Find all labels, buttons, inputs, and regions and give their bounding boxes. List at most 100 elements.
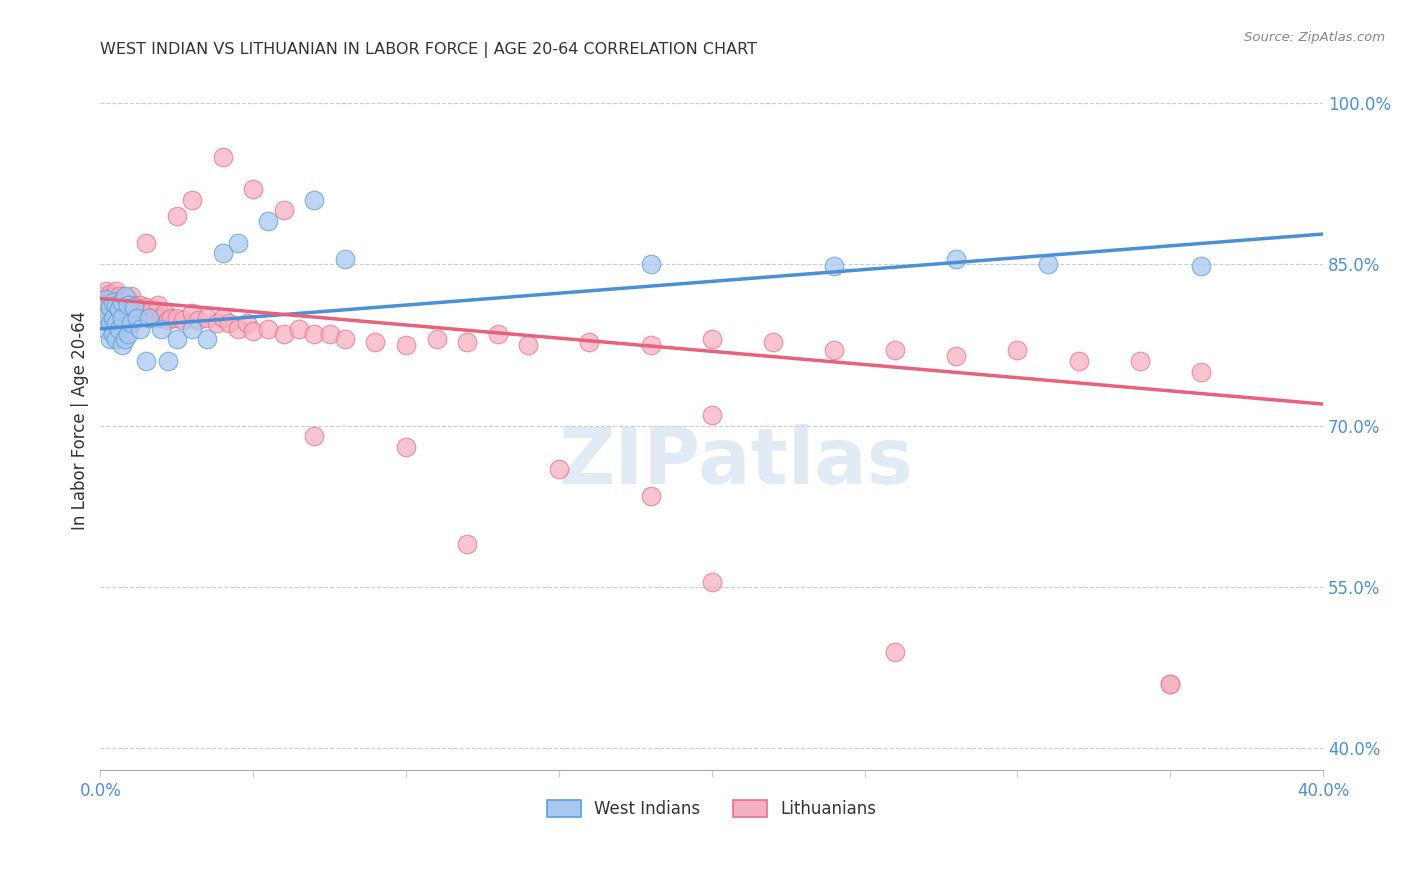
Point xyxy=(1129,354,1152,368)
Point xyxy=(823,343,845,358)
Point xyxy=(114,322,136,336)
Point xyxy=(156,354,179,368)
Point xyxy=(700,408,723,422)
Point xyxy=(120,300,142,314)
Point xyxy=(129,322,152,336)
Point xyxy=(211,310,233,325)
Point xyxy=(107,302,129,317)
Point xyxy=(104,333,127,347)
Point xyxy=(156,313,179,327)
Point xyxy=(138,310,160,325)
Point xyxy=(211,246,233,260)
Point xyxy=(107,322,129,336)
Point xyxy=(101,310,124,325)
Point xyxy=(148,298,170,312)
Point xyxy=(181,305,204,319)
Point xyxy=(257,322,280,336)
Point xyxy=(823,260,845,274)
Point xyxy=(138,305,160,319)
Point xyxy=(93,289,115,303)
Point xyxy=(181,322,204,336)
Point xyxy=(141,302,163,317)
Point xyxy=(395,440,418,454)
Point xyxy=(96,284,118,298)
Point xyxy=(273,203,295,218)
Point xyxy=(211,149,233,163)
Point xyxy=(107,310,129,325)
Point xyxy=(98,300,121,314)
Point xyxy=(114,294,136,309)
Point xyxy=(273,327,295,342)
Point xyxy=(117,302,139,317)
Point xyxy=(98,333,121,347)
Point xyxy=(195,310,218,325)
Point xyxy=(195,333,218,347)
Point xyxy=(114,305,136,319)
Point xyxy=(318,327,340,342)
Point xyxy=(304,327,326,342)
Point xyxy=(104,305,127,319)
Point xyxy=(129,298,152,312)
Y-axis label: In Labor Force | Age 20-64: In Labor Force | Age 20-64 xyxy=(72,310,89,530)
Point xyxy=(107,300,129,314)
Point xyxy=(1067,354,1090,368)
Point xyxy=(111,338,134,352)
Point xyxy=(700,574,723,589)
Point xyxy=(132,305,155,319)
Point xyxy=(456,334,478,349)
Point xyxy=(120,316,142,330)
Point xyxy=(98,302,121,317)
Point xyxy=(181,193,204,207)
Point xyxy=(101,294,124,309)
Point xyxy=(1036,257,1059,271)
Point xyxy=(135,300,157,314)
Point xyxy=(304,193,326,207)
Point xyxy=(172,313,194,327)
Point xyxy=(125,302,148,317)
Point xyxy=(486,327,509,342)
Point xyxy=(122,300,145,314)
Point xyxy=(1159,677,1181,691)
Point xyxy=(111,294,134,309)
Point xyxy=(111,316,134,330)
Point xyxy=(640,257,662,271)
Point xyxy=(1007,343,1029,358)
Point xyxy=(426,333,449,347)
Point xyxy=(111,310,134,325)
Point xyxy=(578,334,600,349)
Point xyxy=(1189,260,1212,274)
Point xyxy=(104,316,127,330)
Point xyxy=(333,252,356,266)
Point xyxy=(456,537,478,551)
Point xyxy=(101,327,124,342)
Point xyxy=(114,333,136,347)
Point xyxy=(153,305,176,319)
Legend: West Indians, Lithuanians: West Indians, Lithuanians xyxy=(541,793,883,824)
Point xyxy=(96,292,118,306)
Point xyxy=(187,313,209,327)
Point xyxy=(96,298,118,312)
Point xyxy=(104,298,127,312)
Text: ZIPatlas: ZIPatlas xyxy=(558,425,914,500)
Point xyxy=(120,289,142,303)
Point xyxy=(884,645,907,659)
Point xyxy=(145,310,167,325)
Point xyxy=(166,333,188,347)
Point xyxy=(98,316,121,330)
Point xyxy=(111,302,134,317)
Point xyxy=(150,322,173,336)
Point xyxy=(101,322,124,336)
Point xyxy=(135,354,157,368)
Point xyxy=(945,349,967,363)
Point xyxy=(333,333,356,347)
Point xyxy=(884,343,907,358)
Point xyxy=(640,338,662,352)
Point xyxy=(640,489,662,503)
Point xyxy=(101,310,124,325)
Point xyxy=(1189,365,1212,379)
Point xyxy=(945,252,967,266)
Text: WEST INDIAN VS LITHUANIAN IN LABOR FORCE | AGE 20-64 CORRELATION CHART: WEST INDIAN VS LITHUANIAN IN LABOR FORCE… xyxy=(100,42,758,58)
Point xyxy=(700,333,723,347)
Point xyxy=(104,284,127,298)
Point xyxy=(104,294,127,309)
